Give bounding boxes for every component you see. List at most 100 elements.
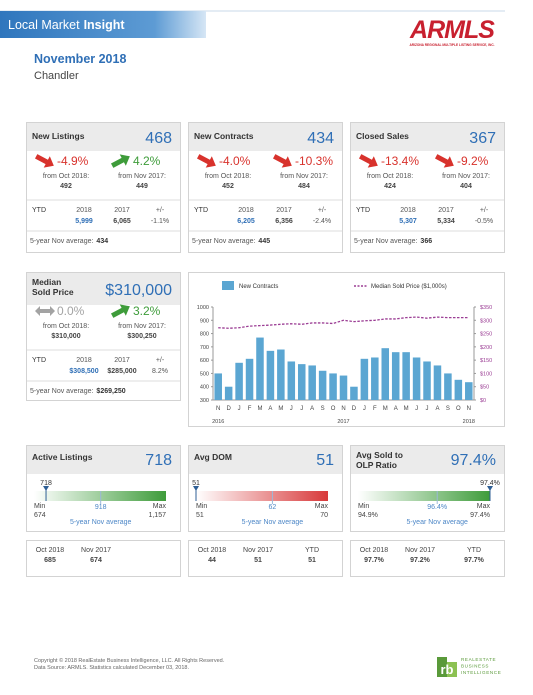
y-tick-label: 700 [200, 345, 209, 351]
logo-text: BUSINESS [461, 664, 489, 669]
avg-value: 445 [258, 238, 270, 245]
bar [402, 352, 410, 400]
x-tick-label: F [248, 406, 252, 412]
x-tick-label: M [257, 406, 262, 412]
gauge-min-value: 51 [196, 512, 204, 519]
bottom-label: YTD [305, 547, 319, 554]
bar [287, 361, 296, 400]
change-from: from Nov 2017: [118, 323, 166, 330]
x-tick-label: M [404, 406, 409, 412]
avg-label: 5-year Nov average: [192, 238, 255, 245]
change-arrow [110, 154, 130, 168]
ytd-col: +/- [480, 207, 489, 214]
chart-frame [188, 272, 505, 427]
ytd-col: +/- [318, 207, 327, 214]
bottom-value: 97.2% [410, 557, 431, 564]
legend-swatch [222, 281, 234, 290]
arrow-shape [272, 154, 292, 168]
arrow-shape [110, 304, 130, 318]
gauge-min-label: Min [196, 503, 207, 510]
change-from: from Nov 2017: [118, 173, 166, 180]
change-base: 449 [136, 183, 148, 190]
change-arrow [434, 154, 454, 168]
gauge-min-value: 674 [34, 512, 46, 519]
five-year-average: 5-year Nov average: 366 [354, 238, 432, 245]
five-year-average: 5-year Nov average: 434 [30, 238, 108, 245]
x-tick-label: N [216, 406, 220, 412]
change-from: from Nov 2017: [280, 173, 328, 180]
y-tick-label: 900 [200, 318, 209, 324]
ytd-value: -1.1% [151, 218, 169, 225]
ytd-value: 6,205 [237, 218, 255, 225]
avg-label: 5-year Nov average: [30, 238, 93, 245]
ytd-col: 2017 [114, 357, 130, 364]
change-arrow [110, 304, 130, 318]
bottom-frame [188, 540, 343, 577]
y2-tick-label: $200 [480, 345, 492, 351]
change-from: from Oct 2018: [43, 173, 89, 180]
ytd-col: 2017 [114, 207, 130, 214]
gauge-current-marker [43, 486, 50, 491]
change-pct: -13.4% [381, 154, 419, 168]
five-year-average: 5-year Nov average: $269,250 [30, 388, 126, 395]
gauge-min-label: Min [34, 503, 45, 510]
change-base: $310,000 [51, 333, 80, 340]
ytd-value: 6,065 [113, 218, 131, 225]
bar [381, 348, 390, 400]
card-title: OLP Ratio [356, 460, 397, 470]
bar [297, 364, 306, 400]
brand: Local Market Insight [8, 18, 125, 32]
bottom-value: 97.7% [364, 557, 385, 564]
x-tick-label: O [456, 406, 461, 412]
logo-text: REALESTATE [461, 657, 496, 662]
bar [266, 350, 275, 400]
change-base: 492 [60, 183, 72, 190]
change-from: from Oct 2018: [367, 173, 413, 180]
bottom-label: Oct 2018 [198, 547, 227, 554]
card-title: Avg Sold to [356, 450, 403, 460]
y2-tick-label: $150 [480, 358, 492, 364]
bottom-label: Oct 2018 [360, 547, 389, 554]
y-tick-label: 300 [200, 398, 209, 404]
y2-tick-label: $300 [480, 318, 492, 324]
header-bar [0, 11, 206, 38]
gauge-current-label: 97.4% [480, 480, 500, 487]
ytd-value: -2.4% [313, 218, 331, 225]
year-label: 2016 [212, 419, 224, 425]
ytd-label: YTD [32, 207, 46, 214]
gauge-max-label: Max [477, 503, 491, 510]
logo: ARMLS [409, 16, 495, 44]
x-tick-label: J [238, 406, 241, 412]
year-label: 2018 [463, 419, 475, 425]
card-title: Avg DOM [194, 452, 232, 462]
x-tick-label: A [268, 406, 272, 412]
gauge-bar [196, 491, 328, 501]
ytd-col: +/- [156, 357, 165, 364]
x-tick-label: D [226, 406, 231, 412]
ytd-col: 2018 [400, 207, 416, 214]
ytd-value: 6,356 [275, 218, 293, 225]
change-pct: 4.2% [133, 154, 161, 168]
report-month: November 2018 [34, 52, 126, 66]
bar [245, 358, 254, 400]
arrow-shape [434, 154, 454, 168]
line-series [218, 316, 469, 329]
gauge-average-label: 5-year Nov average [242, 519, 304, 526]
bar [391, 352, 400, 400]
gauge-bar [34, 491, 166, 501]
avg-value: 366 [420, 238, 432, 245]
ytd-label: YTD [32, 357, 46, 364]
bar [433, 365, 442, 400]
bar [329, 373, 337, 400]
gauge-max-label: Max [153, 503, 167, 510]
x-tick-label: S [321, 406, 325, 412]
bottom-value: 51 [254, 557, 262, 564]
y-tick-label: 400 [200, 385, 209, 391]
y-tick-label: 1000 [197, 305, 209, 311]
change-pct: -4.0% [219, 154, 251, 168]
card-title: Closed Sales [356, 131, 409, 141]
gauge-average-value: 918 [95, 504, 107, 511]
avg-label: 5-year Nov average: [30, 388, 93, 395]
gauge-min-value: 94.9% [358, 512, 378, 519]
